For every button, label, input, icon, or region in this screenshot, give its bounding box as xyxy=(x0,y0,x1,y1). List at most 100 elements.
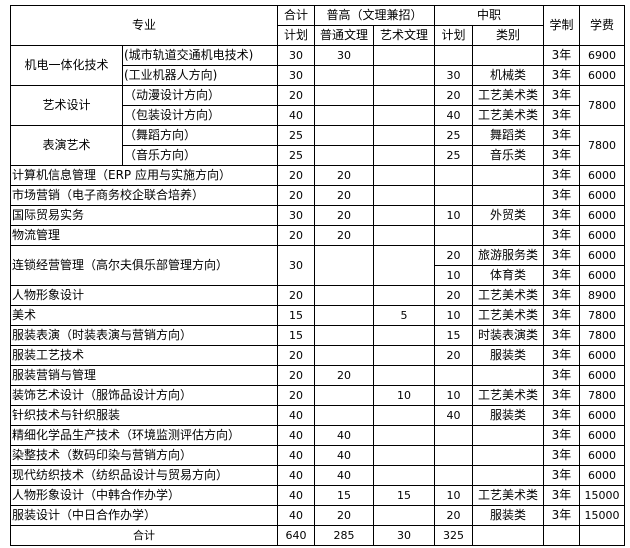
cell-general: 20 xyxy=(314,225,374,246)
cell-years: 3年 xyxy=(543,345,580,366)
major-name: 染整技术（数码印染与营销方向） xyxy=(10,445,278,466)
cell-years: 3年 xyxy=(543,125,580,146)
cell-years: 3年 xyxy=(543,105,580,126)
cell-years: 3年 xyxy=(543,285,580,306)
cell-total: 20 xyxy=(277,285,315,306)
summary-voc-plan: 325 xyxy=(434,525,473,546)
cell-art xyxy=(373,65,435,86)
cell-general xyxy=(314,85,374,106)
cell-years: 3年 xyxy=(543,385,580,406)
summary-general: 285 xyxy=(314,525,374,546)
cell-voc-plan: 20 xyxy=(434,345,473,366)
cell-voc-type: 工艺美术类 xyxy=(472,305,544,326)
cell-art xyxy=(373,325,435,346)
table-row: 市场营销（电子商务校企联合培养） 20 20 3年 6000 xyxy=(10,185,625,206)
table-row: 机电一体化技术 (城市轨道交通机电技术) 30 30 3年 6900 xyxy=(10,45,625,86)
cell-years: 3年 xyxy=(543,45,580,66)
cell-art xyxy=(373,125,435,146)
major-name: 服装营销与管理 xyxy=(10,365,278,386)
cell-voc-type: 外贸类 xyxy=(472,205,544,226)
cell-fee: 6000 xyxy=(579,265,625,286)
cell-art xyxy=(373,345,435,366)
cell-voc-plan xyxy=(434,185,473,206)
cell-total: 20 xyxy=(277,385,315,406)
cell-art xyxy=(373,205,435,226)
cell-fee: 6000 xyxy=(579,65,625,86)
cell-general: 30 xyxy=(314,45,374,66)
cell-voc-plan xyxy=(434,425,473,446)
table-row: 计算机信息管理（ERP 应用与实施方向） 20 20 3年 6000 xyxy=(10,165,625,186)
major-name: 针织技术与针织服装 xyxy=(10,405,278,426)
cell-art xyxy=(373,145,435,166)
cell-years: 3年 xyxy=(543,265,580,286)
cell-years: 3年 xyxy=(543,365,580,386)
cell-voc-type: 旅游服务类 xyxy=(472,245,544,266)
cell-years: 3年 xyxy=(543,85,580,106)
major-name: 装饰艺术设计（服饰品设计方向） xyxy=(10,385,278,406)
cell-general: 20 xyxy=(314,205,374,226)
cell-fee: 6000 xyxy=(579,205,625,226)
cell-total: 20 xyxy=(277,85,315,106)
header-total: 合计 xyxy=(277,5,315,26)
cell-art xyxy=(373,165,435,186)
major-name: 计算机信息管理（ERP 应用与实施方向） xyxy=(10,165,278,186)
cell-general xyxy=(314,145,374,166)
cell-years: 3年 xyxy=(543,185,580,206)
summary-label: 合计 xyxy=(10,525,278,546)
major-direction: (城市轨道交通机电技术) xyxy=(122,45,278,66)
major-name: 美术 xyxy=(10,305,278,326)
cell-years: 3年 xyxy=(543,245,580,266)
cell-total: 40 xyxy=(277,445,315,466)
cell-years: 3年 xyxy=(543,445,580,466)
cell-total: 20 xyxy=(277,365,315,386)
table-row: 美术 15 5 10 工艺美术类 3年 7800 xyxy=(10,305,625,326)
major-name: 现代纺织技术（纺织品设计与贸易方向） xyxy=(10,465,278,486)
cell-total: 30 xyxy=(277,205,315,226)
cell-total: 20 xyxy=(277,225,315,246)
header-duration: 学制 xyxy=(543,5,580,46)
cell-fee: 6000 xyxy=(579,345,625,366)
major-direction: （包装设计方向） xyxy=(122,105,278,126)
cell-fee: 6000 xyxy=(579,425,625,446)
cell-art xyxy=(373,245,435,286)
cell-art xyxy=(373,45,435,66)
cell-art xyxy=(373,185,435,206)
header-total-plan: 计划 xyxy=(277,25,315,46)
enrollment-table-container: 专业 合计 普高（文理兼招） 中职 学制 学费 计划 普通文理 艺术文理 计划 … xyxy=(10,5,625,546)
cell-fee: 6900 xyxy=(579,45,625,66)
cell-years: 3年 xyxy=(543,225,580,246)
table-row: 现代纺织技术（纺织品设计与贸易方向） 40 40 3年 6000 xyxy=(10,465,625,486)
cell-voc-type xyxy=(472,465,544,486)
cell-art: 10 xyxy=(373,385,435,406)
cell-general xyxy=(314,325,374,346)
cell-fee: 6000 xyxy=(579,445,625,466)
cell-art xyxy=(373,365,435,386)
major-name: 艺术设计 xyxy=(10,85,123,126)
major-name: 人物形象设计 xyxy=(10,285,278,306)
cell-voc-plan: 10 xyxy=(434,205,473,226)
cell-art xyxy=(373,225,435,246)
header-general-high: 普高（文理兼招） xyxy=(314,5,435,26)
table-row: 服装设计（中日合作办学） 40 20 20 服装类 3年 15000 xyxy=(10,505,625,526)
cell-total: 20 xyxy=(277,185,315,206)
cell-general: 20 xyxy=(314,365,374,386)
cell-voc-type: 工艺美术类 xyxy=(472,385,544,406)
table-row: 服装工艺技术 20 20 服装类 3年 6000 xyxy=(10,345,625,366)
cell-voc-plan: 10 xyxy=(434,305,473,326)
cell-years: 3年 xyxy=(543,145,580,166)
cell-voc-type: 服装类 xyxy=(472,345,544,366)
cell-fee: 6000 xyxy=(579,185,625,206)
cell-voc-plan xyxy=(434,225,473,246)
header-general-arts-science: 普通文理 xyxy=(314,25,374,46)
cell-total: 40 xyxy=(277,505,315,526)
cell-art xyxy=(373,505,435,526)
table-row: （包装设计方向） 40 40 工艺美术类 3年 xyxy=(11,105,625,126)
table-row: 国际贸易实务 30 20 10 外贸类 3年 6000 xyxy=(10,205,625,226)
cell-general: 20 xyxy=(314,505,374,526)
cell-art xyxy=(373,445,435,466)
major-name: 物流管理 xyxy=(10,225,278,246)
cell-art xyxy=(373,465,435,486)
cell-general xyxy=(314,105,374,126)
summary-fee xyxy=(579,525,625,546)
cell-general xyxy=(314,65,374,86)
